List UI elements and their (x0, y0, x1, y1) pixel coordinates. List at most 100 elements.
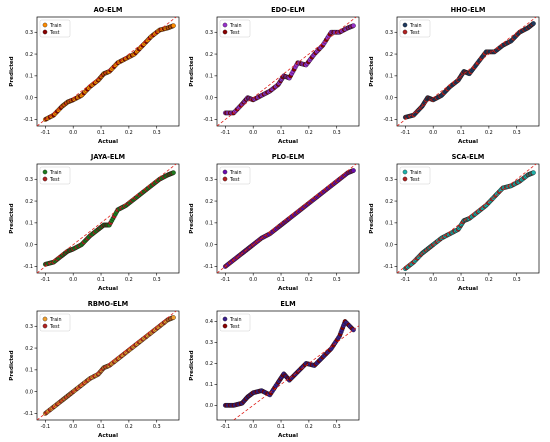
plot-frame (36, 16, 180, 127)
x-tick-label: 0.2 (125, 277, 133, 283)
y-tick-label: -0.1 (203, 117, 213, 123)
ideal-fit-line (397, 164, 537, 273)
chart-title: AO-ELM (94, 6, 123, 14)
chart-title: JAYA-ELM (90, 153, 125, 161)
legend-test-label: Test (409, 177, 420, 183)
legend-train-marker (222, 22, 228, 28)
y-tick-label: -0.1 (383, 264, 393, 270)
x-axis-label: Actual (458, 139, 478, 145)
y-axis-label: Predicted (369, 56, 375, 86)
y-tick-label: 0.0 (205, 95, 213, 101)
train-point (171, 315, 176, 320)
legend-test-marker (402, 176, 408, 182)
y-tick-label: 0.3 (385, 177, 393, 183)
scatter-chart: JAYA-ELM -0.1 0.0 0.1 0.2 0.3 -0.1 0.0 0.1 0.2 0.3… (9, 153, 180, 292)
train-point (531, 170, 536, 176)
scatter-panel-rbmo-elm: RBMO-ELM -0.1 0.0 0.1 0.2 0.3 -0.1 0.0 0.1 0.2 0.3… (5, 297, 185, 442)
x-tick-label: 0.0 (249, 424, 257, 430)
x-tick-label: 0.0 (249, 130, 257, 136)
scatter-panel-ao-elm: AO-ELM -0.1 0.0 0.1 0.2 0.3 -0.1 0.0 0.1 0.2 0.3 Ac… (5, 3, 185, 148)
y-tick-label: 0.3 (385, 30, 393, 36)
ideal-fit-line (37, 164, 177, 273)
x-tick-label: 0.2 (125, 424, 133, 430)
y-tick-label: 0.1 (205, 74, 213, 80)
y-tick-label: 0.2 (205, 199, 213, 205)
x-tick-label: 0.3 (513, 130, 521, 136)
y-axis-label: Predicted (9, 203, 15, 233)
scatter-chart: RBMO-ELM -0.1 0.0 0.1 0.2 0.3 -0.1 0.0 0.1 0.2 0.3… (9, 300, 180, 439)
points-group (222, 23, 356, 116)
y-axis-label: Predicted (9, 56, 15, 86)
scatter-chart: ELM -0.1 0.0 0.1 0.2 0.3 0.0 0.1 0.2 0.3 0.4 Actual… (189, 300, 360, 439)
y-tick-label: 0.3 (25, 177, 33, 183)
x-axis-label: Actual (98, 139, 118, 145)
x-tick-label: 0.3 (333, 424, 341, 430)
x-tick-label: -0.1 (221, 277, 231, 283)
scatter-panel-edo-elm: EDO-ELM -0.1 0.0 0.1 0.2 0.3 -0.1 0.0 0.1 0.2 0.3 A… (185, 3, 365, 148)
y-tick-label: 0.0 (25, 95, 33, 101)
train-point (531, 21, 536, 26)
y-tick-label: 0.0 (25, 389, 33, 395)
plot-frame (216, 16, 360, 127)
x-tick-label: 0.0 (249, 277, 257, 283)
y-tick-label: 0.2 (385, 199, 393, 205)
x-tick-label: 0.3 (333, 277, 341, 283)
x-axis-label: Actual (458, 286, 478, 292)
y-tick-label: 0.1 (25, 221, 33, 227)
x-tick-label: 0.2 (305, 277, 313, 283)
legend-train-label: Train (229, 317, 242, 323)
scatter-panel-plo-elm: PLO-ELM -0.1 0.0 0.1 0.2 0.3 -0.1 0.0 0.1 0.2 0.3 A… (185, 150, 365, 295)
x-axis-label: Actual (278, 139, 298, 145)
legend-box (219, 19, 251, 38)
x-tick-label: 0.2 (305, 130, 313, 136)
y-axis-label: Predicted (189, 350, 195, 380)
legend-train-label: Train (409, 23, 422, 29)
x-tick-label: 0.0 (429, 277, 437, 283)
scatter-chart: HHO-ELM -0.1 0.0 0.1 0.2 0.3 -0.1 0.0 0.1 0.2 0.3 A… (369, 6, 540, 145)
points-group (42, 23, 176, 122)
legend-test-marker (222, 323, 228, 329)
scatter-panel-elm: ELM -0.1 0.0 0.1 0.2 0.3 0.0 0.1 0.2 0.3 0.4 Actual… (185, 297, 365, 442)
x-tick-label: -0.1 (41, 130, 51, 136)
scatter-panel-jaya-elm: JAYA-ELM -0.1 0.0 0.1 0.2 0.3 -0.1 0.0 0.1 0.2 0.3… (5, 150, 185, 295)
x-tick-label: 0.1 (97, 277, 105, 283)
legend-train-marker (222, 316, 228, 322)
plot-frame (396, 16, 540, 127)
legend-train-label: Train (49, 170, 62, 176)
y-tick-label: -0.1 (203, 264, 213, 270)
legend-box (219, 313, 251, 332)
legend-box (39, 166, 71, 185)
x-axis-label: Actual (278, 286, 298, 292)
chart-title: SCA-ELM (452, 153, 485, 161)
y-tick-label: 0.1 (385, 221, 393, 227)
x-tick-label: 0.2 (485, 130, 493, 136)
legend-train-marker (42, 22, 48, 28)
y-tick-label: 0.3 (205, 340, 213, 346)
y-tick-label: -0.1 (23, 117, 33, 123)
x-tick-label: 0.1 (277, 424, 285, 430)
y-tick-label: 0.2 (25, 52, 33, 58)
x-tick-label: 0.1 (277, 277, 285, 283)
y-tick-label: 0.3 (205, 30, 213, 36)
train-point (171, 23, 176, 29)
legend-test-marker (42, 323, 48, 329)
legend-test-label: Test (49, 324, 60, 330)
ideal-fit-line (37, 17, 177, 126)
ideal-fit-line (233, 325, 359, 420)
legend-test-label: Test (49, 30, 60, 36)
scatter-chart: PLO-ELM -0.1 0.0 0.1 0.2 0.3 -0.1 0.0 0.1 0.2 0.3 A… (189, 153, 360, 292)
x-tick-label: 0.1 (97, 424, 105, 430)
x-tick-label: 0.3 (153, 277, 161, 283)
legend-test-marker (42, 176, 48, 182)
legend-train-marker (42, 316, 48, 322)
y-tick-label: 0.1 (205, 221, 213, 227)
chart-title: HHO-ELM (451, 6, 486, 14)
legend-test-marker (42, 29, 48, 35)
legend-train-marker (42, 169, 48, 175)
